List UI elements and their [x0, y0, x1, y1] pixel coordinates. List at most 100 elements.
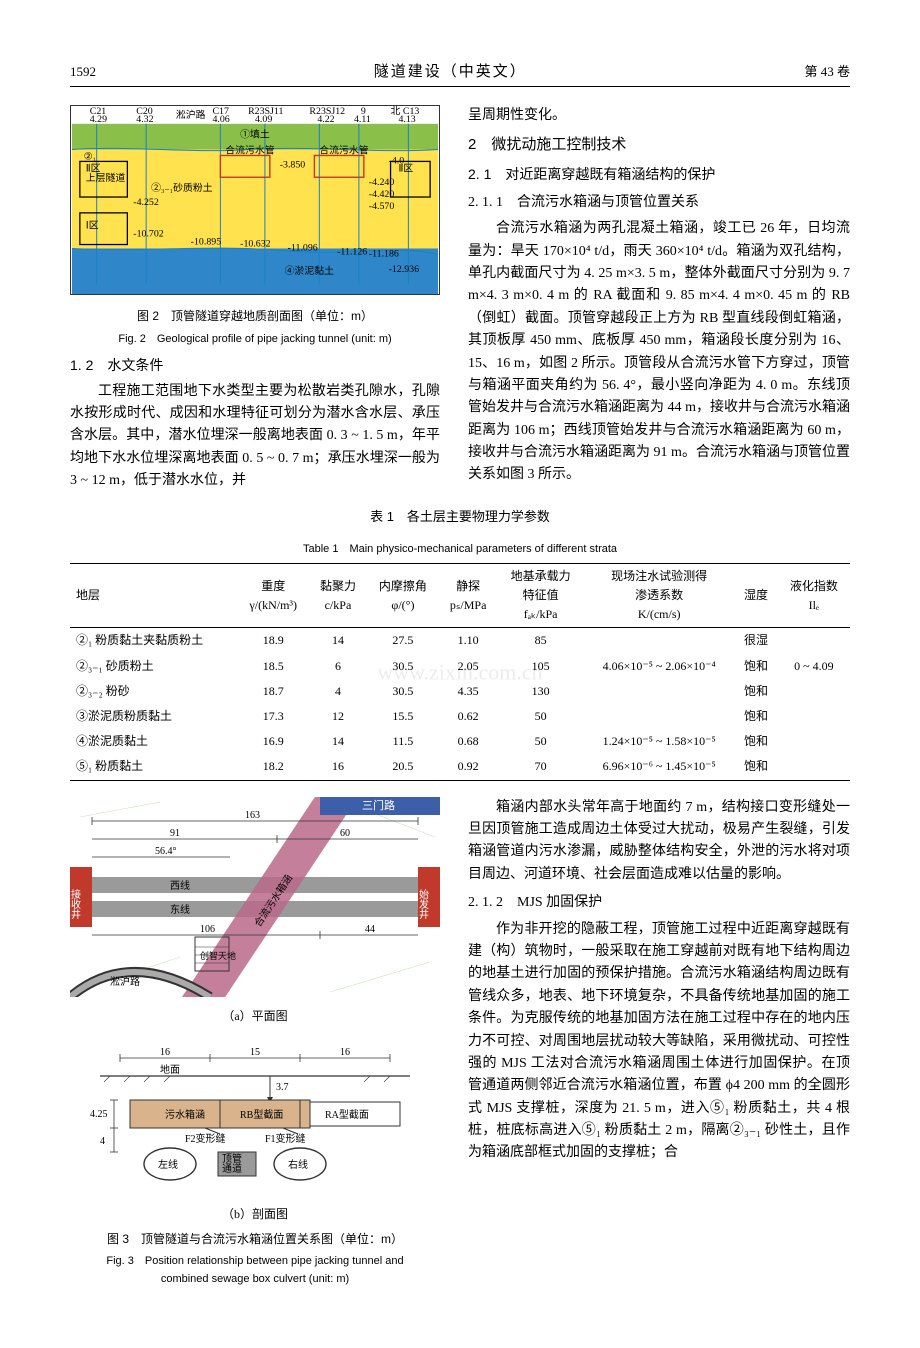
table-cell: 85 [497, 628, 584, 654]
table-cell: ②₁ 粉质黏土夹黏质粉土 [70, 628, 237, 654]
upper-columns: C214.29 C204.32 淞沪路 C174.06 R23SJ114.09 … [70, 105, 850, 493]
table-cell: 17.3 [237, 704, 309, 729]
table-cell: 饱和 [734, 704, 777, 729]
right-top-continuation: 呈周期性变化。 [468, 105, 850, 127]
svg-text:F1变形缝: F1变形缝 [265, 1132, 306, 1145]
svg-text:106: 106 [200, 924, 215, 935]
table-cell: 4.06×10⁻⁵ ~ 2.06×10⁻⁴ [584, 654, 734, 679]
table-row: ②₃₋₁ 砂质粉土18.5630.52.051054.06×10⁻⁵ ~ 2.0… [70, 654, 850, 679]
table-col-header: 液化指数Ilₑ [778, 563, 850, 628]
svg-text:-3.850: -3.850 [280, 159, 306, 170]
upper-right-column: 呈周期性变化。 2 微扰动施工控制技术 2. 1 对近距离穿越既有箱涵结构的保护… [468, 105, 850, 493]
table-cell: 6.96×10⁻⁶ ~ 1.45×10⁻⁵ [584, 754, 734, 780]
svg-text:-11.096: -11.096 [288, 242, 318, 253]
table-cell: 很湿 [734, 628, 777, 654]
svg-text:-4.252: -4.252 [133, 197, 159, 208]
table-cell: 18.9 [237, 628, 309, 654]
svg-text:-10.702: -10.702 [133, 229, 164, 240]
svg-text:合流污水管: 合流污水管 [319, 143, 369, 156]
table-cell: 20.5 [367, 754, 439, 780]
table-cell: 18.2 [237, 754, 309, 780]
table-cell: ⑤₁ 粉质黏土 [70, 754, 237, 780]
section-2-head: 2 微扰动施工控制技术 [468, 133, 850, 157]
svg-text:始发井: 始发井 [417, 887, 429, 919]
table-cell: 饱和 [734, 754, 777, 780]
svg-text:-4.240: -4.240 [369, 177, 395, 188]
svg-text:4: 4 [100, 1136, 105, 1147]
table-cell: 0.68 [439, 729, 497, 754]
figure-3a-sublabel: （a）平面图 [70, 1007, 440, 1026]
svg-text:淞沪路: 淞沪路 [110, 975, 140, 988]
figure-3-caption-en: Fig. 3 Position relationship between pip… [70, 1253, 440, 1288]
table-cell: 130 [497, 679, 584, 704]
upper-left-column: C214.29 C204.32 淞沪路 C174.06 R23SJ114.09 … [70, 105, 440, 493]
figure-2: C214.29 C204.32 淞沪路 C174.06 R23SJ114.09 … [70, 105, 440, 348]
table-1-title-en: Table 1 Main physico-mechanical paramete… [70, 541, 850, 559]
table-cell: 50 [497, 704, 584, 729]
table-col-header: 黏聚力c/kPa [309, 563, 367, 628]
svg-text:-4.0: -4.0 [389, 155, 405, 166]
section-2-1-head: 2. 1 对近距离穿越既有箱涵结构的保护 [468, 163, 850, 185]
svg-text:-11.126: -11.126 [337, 246, 367, 257]
table-row: ②₃₋₂ 粉砂18.7430.54.35130饱和 [70, 679, 850, 704]
table-row: ④淤泥质黏土16.91411.50.68501.24×10⁻⁵ ~ 1.58×1… [70, 729, 850, 754]
svg-text:②₃₋₁砂质粉土: ②₃₋₁砂质粉土 [151, 181, 213, 194]
table-cell: 6 [309, 654, 367, 679]
table-cell: 15.5 [367, 704, 439, 729]
section-1-2-para: 工程施工范围地下水类型主要为松散岩类孔隙水，孔隙水按形成时代、成因和水理特征可划… [70, 381, 440, 493]
svg-text:通道: 通道 [222, 1162, 242, 1175]
svg-text:西线: 西线 [170, 879, 190, 892]
table-cell [778, 704, 850, 729]
table-cell: 30.5 [367, 654, 439, 679]
table-cell: 饱和 [734, 654, 777, 679]
table-col-header: 内摩擦角φ/(°) [367, 563, 439, 628]
table-col-header: 重度γ/(kN/m³) [237, 563, 309, 628]
table-cell: ④淤泥质黏土 [70, 729, 237, 754]
table-cell: 4.35 [439, 679, 497, 704]
table-row: ⑤₁ 粉质黏土18.21620.50.92706.96×10⁻⁶ ~ 1.45×… [70, 754, 850, 780]
svg-text:东线: 东线 [170, 903, 190, 916]
svg-text:91: 91 [170, 828, 180, 839]
table-cell: 0.62 [439, 704, 497, 729]
right-bottom-intro: 箱涵内部水头常年高于地面约 7 m，结构接口变形缝处一旦因顶管施工造成周边土体受… [468, 797, 850, 887]
table-row: ②₁ 粉质黏土夹黏质粉土18.91427.51.1085很湿 [70, 628, 850, 654]
svg-text:-11.186: -11.186 [369, 248, 399, 259]
section-2-1-2-para: 作为非开挖的隐蔽工程，顶管施工过程中近距离穿越既有建（构）筑物时，一般采取在施工… [468, 919, 850, 1165]
svg-text:4.32: 4.32 [136, 114, 153, 125]
section-1-2-head: 1. 2 水文条件 [70, 354, 440, 376]
table-1-wrap: 地层重度γ/(kN/m³)黏聚力c/kPa内摩擦角φ/(°)静探pₛ/MPa地基… [70, 563, 850, 781]
section-2-1-2-head: 2. 1. 2 MJS 加固保护 [468, 892, 850, 914]
svg-text:污水箱涵: 污水箱涵 [165, 1108, 205, 1121]
svg-text:合流污水管: 合流污水管 [225, 143, 275, 156]
table-cell: 0.92 [439, 754, 497, 780]
table-cell [584, 679, 734, 704]
figure-3a-svg: 163 9160 56.4° 10644 西线 东线 三门路 淞沪路 创智天地 … [70, 797, 440, 997]
svg-text:4.22: 4.22 [317, 114, 334, 125]
svg-text:-10.895: -10.895 [191, 237, 222, 248]
table-col-header: 地层 [70, 563, 237, 628]
section-2-1-1-head: 2. 1. 1 合流污水箱涵与顶管位置关系 [468, 192, 850, 214]
figure-3b-sublabel: （b）剖面图 [70, 1205, 440, 1224]
figure-2-caption-zh: 图 2 顶管隧道穿越地质剖面图（单位：m） [70, 307, 440, 326]
table-cell: 16.9 [237, 729, 309, 754]
table-cell: 14 [309, 729, 367, 754]
lower-right-column: 箱涵内部水头常年高于地面约 7 m，结构接口变形缝处一旦因顶管施工造成周边土体受… [468, 797, 850, 1289]
svg-text:16: 16 [160, 1047, 170, 1058]
svg-text:④淤泥黏土: ④淤泥黏土 [285, 264, 335, 277]
table-cell: 105 [497, 654, 584, 679]
table-cell: 11.5 [367, 729, 439, 754]
figure-3a: 163 9160 56.4° 10644 西线 东线 三门路 淞沪路 创智天地 … [70, 797, 440, 1027]
table-cell: 18.5 [237, 654, 309, 679]
table-1-title-zh: 表 1 各土层主要物理力学参数 [70, 507, 850, 528]
svg-text:44: 44 [365, 924, 375, 935]
table-cell: ③淤泥质粉质黏土 [70, 704, 237, 729]
svg-text:4.09: 4.09 [255, 114, 272, 125]
table-cell: 18.7 [237, 679, 309, 704]
table-cell [778, 628, 850, 654]
svg-text:60: 60 [340, 828, 350, 839]
section-2-1-1-para: 合流污水箱涵为两孔混凝土箱涵，竣工已 26 年，日均流量为：旱天 170×10⁴… [468, 218, 850, 487]
table-cell: 12 [309, 704, 367, 729]
svg-text:-4.420: -4.420 [369, 189, 395, 200]
svg-text:-10.632: -10.632 [240, 239, 271, 250]
table-cell: 4 [309, 679, 367, 704]
